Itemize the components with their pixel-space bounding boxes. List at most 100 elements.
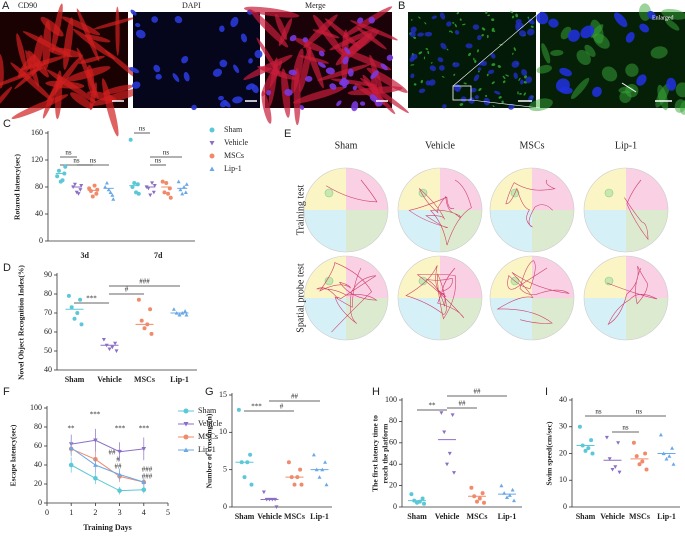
point — [242, 475, 247, 480]
panel-label: B — [398, 0, 405, 12]
point — [108, 190, 113, 194]
point — [141, 479, 147, 484]
cell — [151, 16, 159, 23]
cell — [473, 57, 475, 61]
cell — [72, 28, 116, 60]
panel-label: I — [545, 386, 548, 398]
column-header: Lip-1 — [615, 140, 637, 151]
y-tick-label: 70 — [44, 308, 52, 317]
pool-quadrant — [584, 256, 626, 298]
cell — [409, 31, 416, 38]
x-tick-label: Vehicle — [435, 512, 460, 521]
pool-quadrant — [398, 168, 440, 210]
point — [111, 197, 116, 201]
legend-marker — [209, 127, 215, 133]
sig-label: *** — [86, 295, 97, 303]
point — [180, 311, 185, 315]
point — [93, 476, 98, 481]
cell — [266, 90, 272, 96]
legend-marker — [209, 141, 215, 146]
cell — [420, 79, 424, 84]
point — [323, 460, 328, 464]
cell — [27, 50, 49, 78]
cell — [511, 60, 520, 68]
cell — [502, 75, 506, 79]
swim-track — [316, 262, 378, 333]
pool-quadrant — [346, 298, 388, 340]
pool-edge — [303, 255, 389, 341]
pool-quadrant — [440, 298, 482, 340]
pool-quadrant — [304, 168, 346, 210]
cell — [369, 94, 378, 103]
swim-track — [408, 179, 472, 246]
cell — [347, 68, 354, 77]
cell — [576, 49, 591, 66]
cell — [351, 101, 359, 112]
cell — [580, 25, 595, 39]
cell — [491, 18, 495, 22]
swim-track — [325, 179, 378, 203]
point — [72, 316, 77, 321]
cell — [70, 92, 94, 109]
cell — [233, 64, 240, 74]
zoom-line — [452, 11, 541, 87]
y-axis-label: Swim speed(cm/sec) — [545, 421, 554, 485]
point — [270, 497, 275, 502]
point — [148, 193, 153, 198]
cells — [243, 6, 409, 126]
cells — [409, 10, 535, 110]
point — [261, 490, 266, 495]
cell — [486, 34, 489, 39]
pool-edge — [397, 167, 483, 253]
cell — [505, 74, 509, 77]
cell — [410, 73, 415, 79]
sig-label: ** — [68, 425, 76, 433]
point — [610, 467, 615, 472]
cell — [51, 3, 63, 53]
cell — [172, 73, 180, 83]
point — [110, 193, 115, 197]
cell — [219, 25, 225, 33]
cell — [61, 16, 101, 36]
point — [183, 190, 188, 194]
cell — [518, 30, 527, 37]
column-header: Vehicle — [425, 140, 456, 151]
cell — [625, 63, 639, 77]
cell — [490, 53, 496, 59]
cell — [417, 32, 424, 37]
point — [149, 331, 154, 336]
cell — [129, 67, 140, 74]
row-header: Spatial probe test — [295, 263, 306, 333]
pool-quadrant — [346, 256, 388, 298]
cell — [418, 88, 426, 94]
pool-quadrant — [398, 210, 440, 252]
point — [144, 185, 149, 189]
cell — [530, 25, 534, 28]
point — [114, 349, 119, 353]
y-tick-label: 20 — [559, 448, 567, 457]
cell — [446, 21, 452, 27]
cell — [548, 18, 559, 28]
cell — [153, 64, 161, 73]
point — [162, 190, 167, 195]
cell — [344, 47, 351, 55]
swim-track — [405, 265, 465, 320]
cell — [470, 87, 477, 93]
cell — [294, 37, 326, 53]
cell — [103, 84, 134, 95]
cell — [592, 86, 602, 97]
point — [79, 184, 84, 188]
cell — [418, 51, 423, 55]
point — [88, 189, 93, 194]
point — [289, 475, 294, 480]
cell — [512, 52, 514, 55]
panel-label: G — [205, 386, 214, 398]
cell — [93, 17, 136, 30]
cell — [477, 35, 482, 41]
legend-label: Lip-1 — [198, 445, 216, 454]
cell — [473, 74, 480, 82]
point — [249, 482, 254, 487]
image-title: CD90 — [18, 1, 37, 10]
sig-label: ns — [595, 408, 602, 416]
cell — [342, 56, 349, 65]
